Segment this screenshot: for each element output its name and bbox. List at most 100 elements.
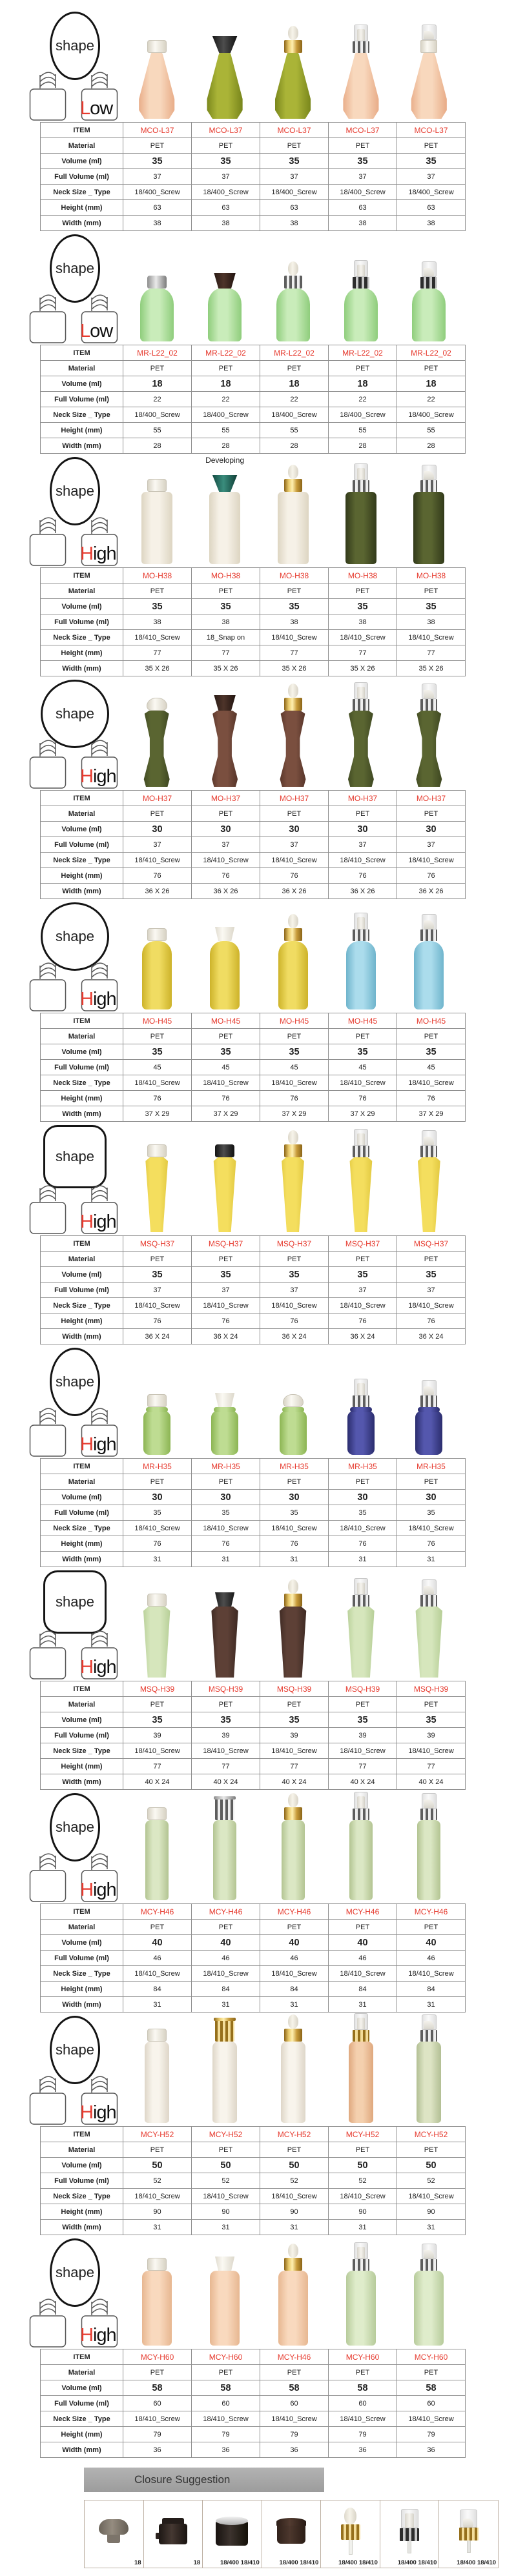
bottle-body: [213, 1820, 237, 1900]
bottle-photo: [275, 1579, 311, 1678]
spec-cell-neck-size-type: 18/410_Screw: [397, 1743, 466, 1759]
spec-cell-material: PET: [328, 1028, 397, 1044]
spec-cell-full-volume: 38: [260, 614, 329, 630]
spec-cell-material: PET: [397, 2364, 466, 2380]
spec-row-height: Height (mm) 76 76 76 76 76: [40, 1090, 466, 1106]
bottle-body: [345, 2271, 376, 2346]
spec-cell-width: 36 X 24: [397, 1328, 466, 1344]
spec-table: ITEM MSQ-H39 MSQ-H39 MSQ-H39 MSQ-H39 MSQ-H39 M…: [40, 1681, 466, 1790]
bottle-photos-row: [123, 1790, 463, 1903]
spec-cell-volume: 30: [328, 821, 397, 837]
bottle-slot: [395, 677, 463, 787]
spec-cell-volume: 30: [397, 821, 466, 837]
spec-cell-width: 40 X 24: [123, 1774, 192, 1790]
spec-row-label: Neck Size _ Type: [40, 184, 123, 200]
bottle-photo: [344, 682, 378, 787]
spec-cell-volume: 35: [328, 1266, 397, 1283]
section-logo-column: shape High: [26, 2236, 124, 2349]
bottle-slot: [327, 900, 395, 1009]
bottle-photos-row: [123, 1345, 463, 1458]
spec-cell-width: 36: [260, 2442, 329, 2458]
spec-cell-neck-size-type: 18/400_Screw: [191, 407, 260, 423]
spec-row-label: Volume (ml): [40, 1489, 123, 1505]
bottle-photo: [415, 1380, 443, 1455]
spec-cell-width: 36 X 24: [191, 1328, 260, 1344]
dropper-collar-icon: [340, 2524, 360, 2540]
spec-cell-neck-size-type: 18/410_Screw: [260, 1520, 329, 1536]
spec-cell-material: PET: [191, 583, 260, 599]
closure-item: 18/400 18/410: [320, 2500, 380, 2568]
spec-cell-width: 28: [123, 438, 192, 454]
bottle-body: [139, 53, 175, 119]
flared-cap-icon: [214, 273, 236, 289]
bottle-photo: [136, 40, 178, 119]
bottle-slot: [395, 1790, 463, 1900]
spec-cell-material: PET: [328, 2142, 397, 2158]
spec-cell-neck-size-type: 18/410_Screw: [397, 1965, 466, 1982]
spec-cell-material: PET: [328, 2364, 397, 2380]
spec-row-volume: Volume (ml) 35 35 35 35 35: [40, 598, 466, 614]
spec-cell-width: 38: [397, 215, 466, 231]
closure-item-label: 18/400 18/410: [220, 2559, 260, 2566]
pump-overcap-icon: [421, 25, 437, 40]
spec-table: ITEM MR-H35 MR-H35 MR-H35 MR-H35 MR-H35 Materi…: [40, 1458, 466, 1567]
spec-cell-height: 76: [260, 1313, 329, 1329]
spec-cell-volume: 40: [123, 1934, 192, 1951]
spec-cell-volume: 35: [397, 153, 466, 169]
spec-cell-height: 63: [260, 199, 329, 216]
bottle-slot: [191, 1790, 258, 1900]
spec-cell-material: PET: [191, 1919, 260, 1935]
spec-cell-neck-size-type: 18/410_Screw: [123, 629, 192, 645]
bottle-neck-ring: [418, 1407, 440, 1412]
spec-cell-full-volume: 37: [328, 168, 397, 185]
spec-cell-item: MSQ-H37: [123, 1235, 192, 1252]
spec-cell-neck-size-type: 18/410_Screw: [328, 2188, 397, 2204]
bottle-thread-icons: [27, 1406, 120, 1457]
spec-cell-material: PET: [397, 1251, 466, 1267]
spec-cell-width: 31: [191, 1996, 260, 2013]
spec-cell-material: PET: [260, 806, 329, 822]
spec-cell-neck-size-type: 18/410_Screw: [328, 852, 397, 868]
spec-cell-height: 76: [328, 1090, 397, 1106]
bottle-photos-row: [123, 2236, 463, 2349]
tall-cap-icon: [215, 1800, 235, 1820]
spec-cell-height: 76: [397, 1090, 466, 1106]
section-logo-column: shape Low: [26, 232, 124, 345]
shape-badge-label: shape: [56, 1374, 94, 1390]
spec-cell-width: 31: [191, 2219, 260, 2235]
spec-row-label: ITEM: [40, 345, 123, 361]
spec-cell-full-volume: 38: [123, 614, 192, 630]
spec-cell-full-volume: 45: [191, 1059, 260, 1075]
dropper-bulb-icon: [287, 1130, 298, 1144]
spec-cell-material: PET: [191, 806, 260, 822]
bottle-body: [143, 1607, 170, 1678]
mushroom-cap-stem: [107, 2534, 121, 2543]
spec-row-volume: Volume (ml) 58 58 58 58 58: [40, 2380, 466, 2396]
spec-table: ITEM MO-H45 MO-H45 MO-H45 MO-H45 MO-H45 Materi…: [40, 1013, 466, 1122]
spec-row-label: ITEM: [40, 1903, 123, 1920]
height-level-label: Low: [80, 98, 113, 119]
spec-table: ITEM MO-H37 MO-H37 MO-H37 MO-H37 MO-H37 Materi…: [40, 790, 466, 899]
bottle-body: [274, 53, 311, 119]
bottle-photo: [277, 465, 309, 564]
spec-cell-neck-size-type: 18/410_Screw: [328, 1520, 397, 1536]
section-images-row: shape High Developing: [0, 454, 505, 567]
spec-row-label: ITEM: [40, 1458, 123, 1474]
spec-cell-item: MCY-H52: [191, 2126, 260, 2142]
sprayer-overcap-icon: [353, 2013, 368, 2030]
dome-body: [277, 2526, 306, 2544]
bottle-slot: [327, 1345, 395, 1455]
sprayer-overcap-icon: [353, 260, 368, 277]
spec-row-full-volume: Full Volume (ml) 35 35 35 35 35: [40, 1505, 466, 1521]
spec-row-label: Width (mm): [40, 883, 123, 899]
spec-cell-material: PET: [123, 137, 192, 154]
bottle-body: [143, 711, 170, 787]
spec-cell-full-volume: 45: [397, 1059, 466, 1075]
pump-collar-icon: [420, 1809, 438, 1820]
sprayer-collar-icon: [352, 277, 369, 289]
bottle-slot: [123, 900, 191, 1009]
section-images-row: shape High: [0, 1122, 505, 1235]
section-logo-column: shape High: [26, 2013, 124, 2126]
bottle-body: [349, 1820, 373, 1900]
spec-row-volume: Volume (ml) 50 50 50 50 50: [40, 2157, 466, 2173]
